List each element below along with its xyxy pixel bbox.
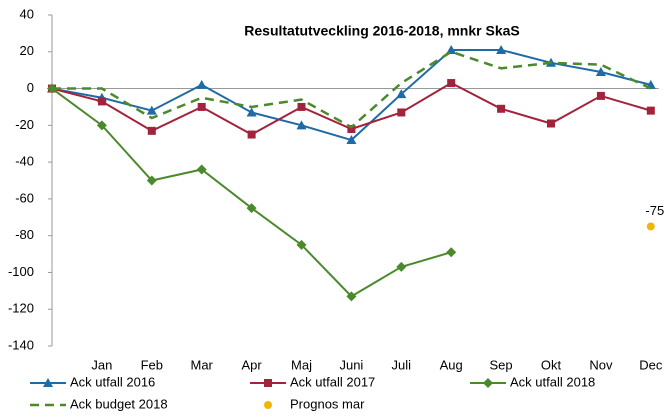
marker — [547, 119, 555, 128]
x-tick-label: Mar — [191, 357, 214, 372]
marker — [346, 135, 357, 145]
marker — [346, 291, 357, 302]
marker — [347, 125, 356, 134]
x-tick-label: Sep — [490, 357, 513, 372]
x-tick-label: Okt — [541, 357, 562, 372]
legend-label: Ack utfall 2017 — [290, 374, 375, 389]
marker — [196, 79, 207, 89]
y-tick-label: 20 — [20, 43, 34, 58]
marker — [146, 105, 157, 115]
y-tick-label: -100 — [8, 264, 34, 279]
marker — [264, 401, 272, 409]
marker — [396, 89, 407, 99]
y-tick-label: -60 — [15, 190, 34, 205]
x-tick-label: Nov — [589, 357, 613, 372]
marker — [596, 91, 605, 100]
series-line — [52, 50, 652, 129]
y-tick-label: -20 — [15, 117, 34, 132]
legend-label: Ack utfall 2016 — [70, 374, 155, 389]
y-tick-label: -80 — [15, 227, 34, 242]
marker — [595, 67, 606, 77]
x-tick-label: Maj — [291, 357, 312, 372]
marker — [296, 239, 307, 250]
marker — [397, 108, 406, 117]
marker — [96, 120, 107, 131]
chart-title: Resultatutveckling 2016-2018, mnkr SkaS — [244, 23, 519, 39]
series-line — [51, 87, 452, 298]
marker — [197, 102, 206, 111]
x-tick-label: Dec — [639, 357, 663, 372]
marker — [97, 97, 106, 106]
marker — [264, 379, 272, 387]
marker — [446, 44, 457, 54]
legend-label: Prognos mar — [290, 396, 365, 411]
legend-label: Ack utfall 2018 — [510, 374, 595, 389]
y-tick-label: -40 — [15, 154, 34, 169]
marker — [297, 102, 306, 111]
x-tick-label: Juli — [392, 357, 412, 372]
y-tick-label: -120 — [8, 301, 34, 316]
marker — [446, 247, 457, 258]
legend-label: Ack budget 2018 — [70, 396, 168, 411]
marker — [296, 120, 307, 130]
x-tick-label: Feb — [141, 357, 163, 372]
x-tick-label: Aug — [440, 357, 463, 372]
marker — [196, 164, 207, 175]
marker — [147, 126, 156, 135]
marker — [43, 378, 53, 387]
marker — [496, 44, 507, 54]
marker — [483, 378, 493, 388]
y-tick-label: 0 — [27, 80, 34, 95]
x-tick-label: Juni — [339, 357, 363, 372]
marker — [246, 107, 257, 117]
x-tick-label: Apr — [241, 357, 262, 372]
y-tick-label: -140 — [8, 337, 34, 352]
marker — [646, 222, 655, 231]
marker — [146, 175, 157, 186]
marker — [646, 106, 655, 115]
marker — [246, 203, 257, 214]
marker — [447, 79, 456, 88]
y-tick-label: 40 — [20, 6, 34, 21]
marker — [497, 104, 506, 113]
x-tick-label: Jan — [91, 357, 112, 372]
data-label: -75 — [645, 203, 664, 218]
marker — [247, 130, 256, 139]
marker — [396, 261, 407, 272]
